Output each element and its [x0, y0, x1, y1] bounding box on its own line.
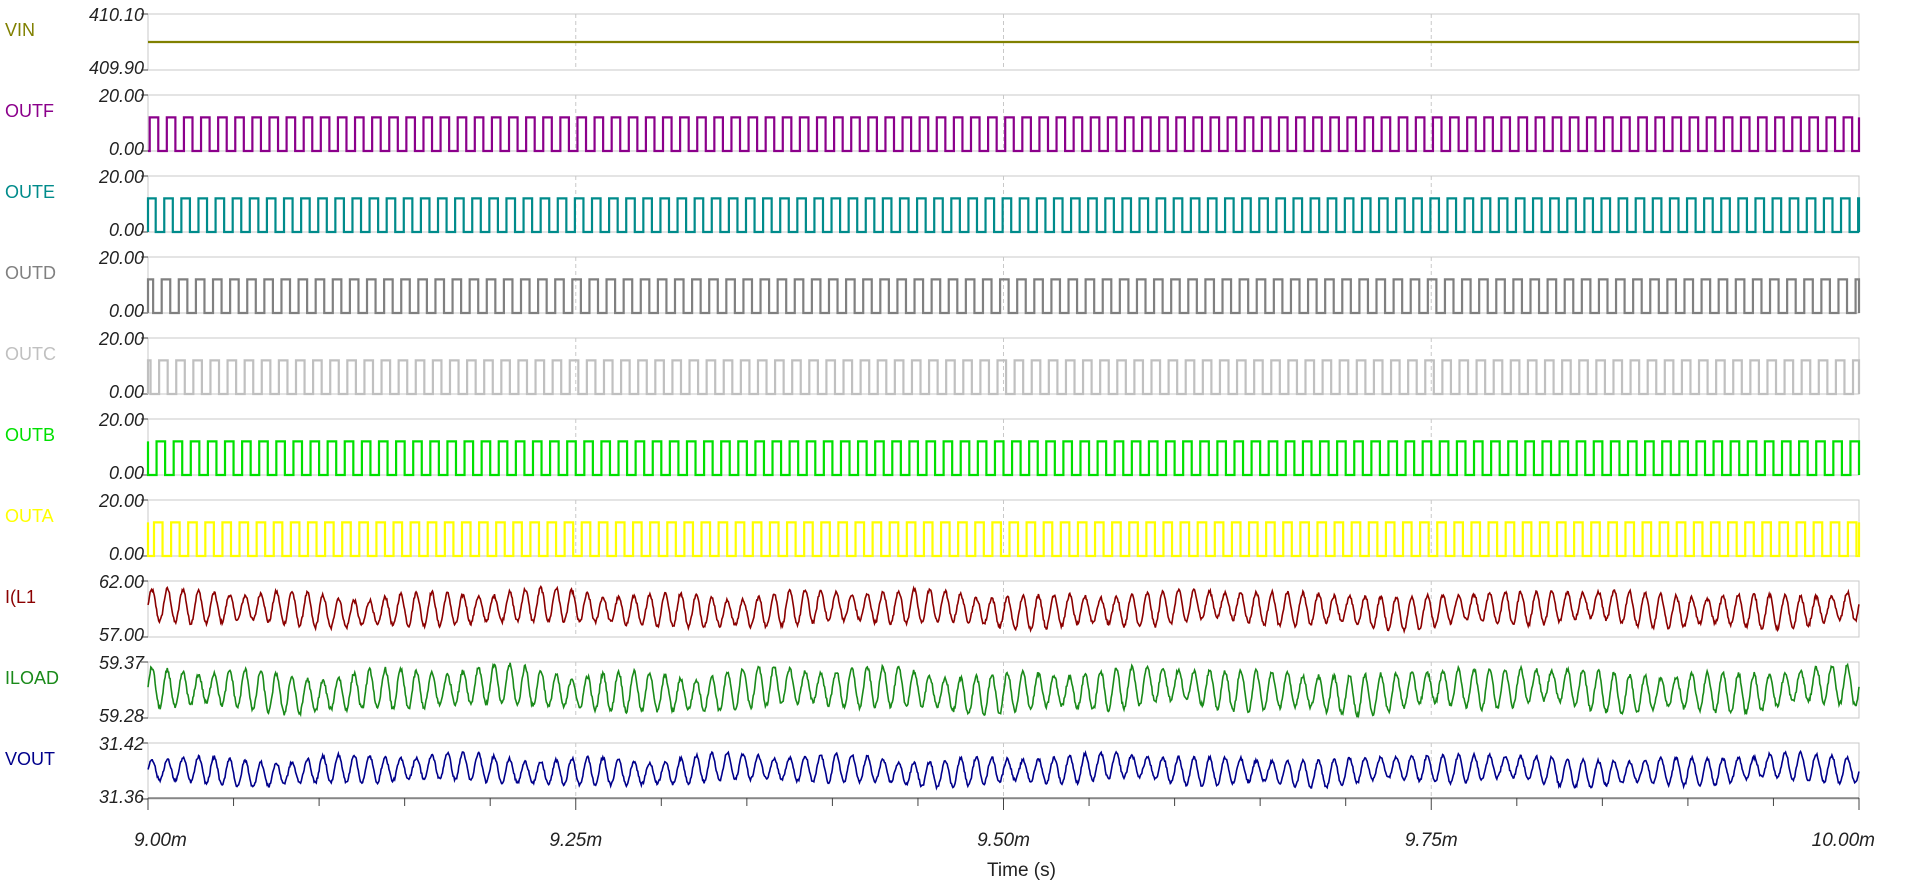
- trace-outc: [146, 359, 1861, 396]
- y-tick-label-bottom-iload: 59.28: [99, 706, 144, 726]
- y-tick-label-top-outc: 20.00: [98, 329, 144, 349]
- trace-vout: [147, 749, 1860, 791]
- y-tick-label-bottom-i-l1: 57.00: [99, 625, 144, 645]
- trace-outb: [146, 440, 1861, 477]
- y-tick-label-top-outf: 20.00: [98, 86, 144, 106]
- y-tick-label-top-oute: 20.00: [98, 167, 144, 187]
- x-tick-label: 9.25m: [549, 830, 602, 851]
- y-tick-label-bottom-outa: 0.00: [109, 544, 144, 564]
- trace-label-vin: VIN: [5, 20, 35, 40]
- y-tick-label-bottom-vin: 409.90: [89, 58, 144, 78]
- y-tick-label-bottom-outd: 0.00: [109, 301, 144, 321]
- trace-label-outd: OUTD: [5, 263, 56, 283]
- y-tick-label-top-i-l1: 62.00: [99, 572, 144, 592]
- trace-outd: [146, 278, 1861, 315]
- trace-label-outb: OUTB: [5, 425, 55, 445]
- trace-label-outa: OUTA: [5, 506, 54, 526]
- y-tick-label-bottom-outc: 0.00: [109, 382, 144, 402]
- trace-label-outf: OUTF: [5, 101, 54, 121]
- y-tick-label-top-iload: 59.37: [99, 653, 145, 673]
- trace-label-vout: VOUT: [5, 749, 55, 769]
- x-tick-label: 9.00m: [134, 830, 187, 851]
- y-tick-label-bottom-outf: 0.00: [109, 139, 144, 159]
- y-tick-label-bottom-outb: 0.00: [109, 463, 144, 483]
- trace-iload: [147, 662, 1860, 719]
- y-tick-label-bottom-oute: 0.00: [109, 220, 144, 240]
- y-tick-label-top-outd: 20.00: [98, 248, 144, 268]
- x-tick-label: 9.75m: [1405, 830, 1458, 851]
- trace-outf: [148, 116, 1861, 153]
- x-tick-label: 10.00m: [1812, 830, 1875, 851]
- y-tick-label-top-outb: 20.00: [98, 410, 144, 430]
- y-tick-label-bottom-vout: 31.36: [99, 787, 145, 807]
- trace-label-oute: OUTE: [5, 182, 55, 202]
- trace-label-outc: OUTC: [5, 344, 56, 364]
- x-axis-title: Time (s): [987, 860, 1056, 881]
- y-tick-label-top-outa: 20.00: [98, 491, 144, 511]
- trace-label-i-l1: I(L1: [5, 587, 36, 607]
- trace-outa: [146, 521, 1861, 558]
- y-tick-label-top-vin: 410.10: [89, 5, 144, 25]
- x-tick-label: 9.50m: [977, 830, 1030, 851]
- trace-label-iload: ILOAD: [5, 668, 59, 688]
- trace-oute: [146, 197, 1861, 234]
- y-tick-label-top-vout: 31.42: [99, 734, 144, 754]
- trace-i-l1: [147, 585, 1860, 635]
